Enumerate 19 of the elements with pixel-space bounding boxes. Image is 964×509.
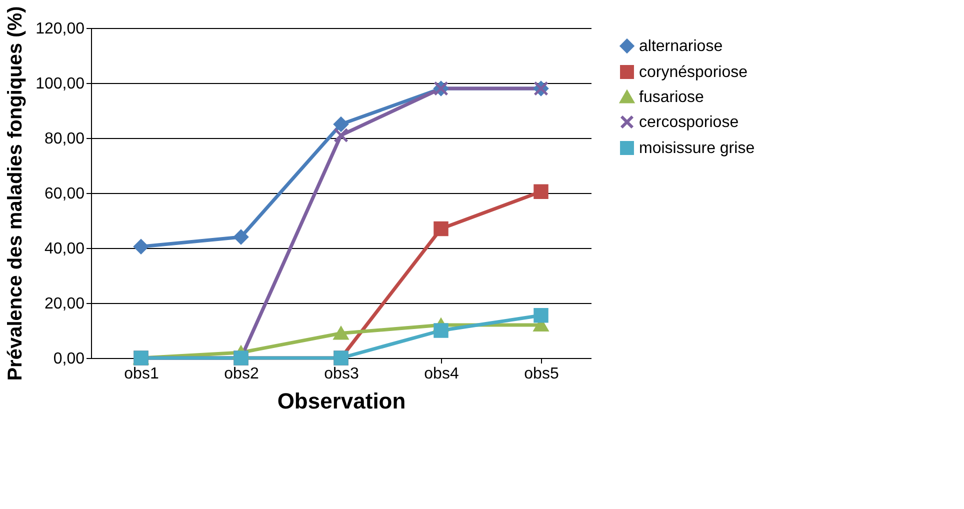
x-tick-label: obs3 bbox=[324, 366, 359, 382]
legend-label: cercosporiose bbox=[639, 114, 739, 131]
y-tick-label: 120,00 bbox=[36, 20, 85, 38]
y-tick-label: 60,00 bbox=[44, 186, 85, 202]
y-tick-label: 80,00 bbox=[44, 130, 85, 148]
legend-label: corynésporiose bbox=[639, 64, 748, 81]
y-axis-title: Prévalence des maladies fongiques (%) bbox=[4, 6, 27, 381]
legend-label: alternariose bbox=[639, 38, 723, 55]
y-tick-label: 20,00 bbox=[44, 296, 85, 312]
x-tick-label: obs1 bbox=[124, 366, 159, 382]
x-tick-label: obs4 bbox=[424, 366, 459, 382]
legend-label: fusariose bbox=[639, 89, 704, 106]
y-tick-label: 0,00 bbox=[53, 350, 85, 368]
y-tick-label: 40,00 bbox=[44, 240, 85, 258]
x-axis-title: Observation bbox=[277, 388, 406, 414]
x-tick-label: obs5 bbox=[524, 366, 559, 382]
legend-label: moisissure grise bbox=[639, 140, 755, 157]
y-tick-label: 100,00 bbox=[36, 76, 85, 92]
x-tick-label: obs2 bbox=[224, 366, 259, 382]
